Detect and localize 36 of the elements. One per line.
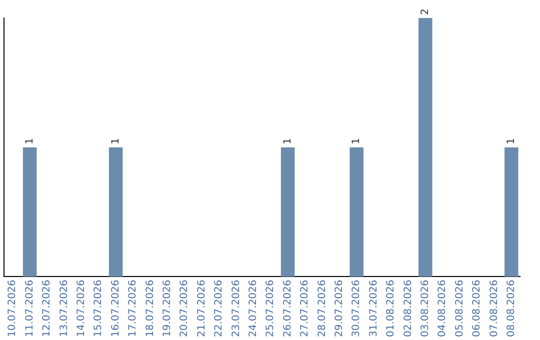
x-tick-label: 15.07.2026 xyxy=(93,280,104,338)
data-label: 1 xyxy=(506,138,517,144)
x-tick-label: 19.07.2026 xyxy=(162,280,173,338)
data-label: 1 xyxy=(282,138,294,144)
x-tick-label: 08.08.2026 xyxy=(506,280,517,338)
x-tick-label: 05.08.2026 xyxy=(454,280,466,338)
x-tick-label: 25.07.2026 xyxy=(265,280,276,338)
x-tick-label: 22.07.2026 xyxy=(214,280,225,338)
x-tick-label: 10.07.2026 xyxy=(7,280,18,338)
x-tick-label: 27.07.2026 xyxy=(300,280,311,338)
x-tick-label: 13.07.2026 xyxy=(58,280,70,338)
x-tick-label: 12.07.2026 xyxy=(42,280,53,338)
x-tick-label: 20.07.2026 xyxy=(179,280,190,338)
x-tick-label: 14.07.2026 xyxy=(76,280,87,338)
x-tick-label: 31.07.2026 xyxy=(368,280,380,338)
data-label: 1 xyxy=(24,138,36,144)
data-label: 2 xyxy=(420,8,431,15)
data-label: 1 xyxy=(110,138,122,144)
x-tick-label: 23.07.2026 xyxy=(230,280,242,338)
x-tick-label: 28.07.2026 xyxy=(316,280,328,338)
x-tick-label: 03.08.2026 xyxy=(420,280,431,338)
x-tick-label: 04.08.2026 xyxy=(437,280,448,338)
x-tick-label: 01.08.2026 xyxy=(386,280,397,338)
x-tick-label: 18.07.2026 xyxy=(144,280,156,338)
x-tick-label: 21.07.2026 xyxy=(196,280,208,338)
x-tick-label: 30.07.2026 xyxy=(351,280,362,338)
x-tick-label: 29.07.2026 xyxy=(334,280,345,338)
x-tick-label: 26.07.2026 xyxy=(282,280,294,338)
x-tick-label: 17.07.2026 xyxy=(128,280,139,338)
x-tick-label: 02.08.2026 xyxy=(402,280,414,338)
x-tick-label: 06.08.2026 xyxy=(472,280,483,338)
x-tick-label: 16.07.2026 xyxy=(110,280,122,338)
x-tick-label: 24.07.2026 xyxy=(248,280,259,338)
data-label: 1 xyxy=(351,138,362,144)
x-tick-label: 07.08.2026 xyxy=(488,280,500,338)
x-tick-label: 11.07.2026 xyxy=(24,280,36,338)
